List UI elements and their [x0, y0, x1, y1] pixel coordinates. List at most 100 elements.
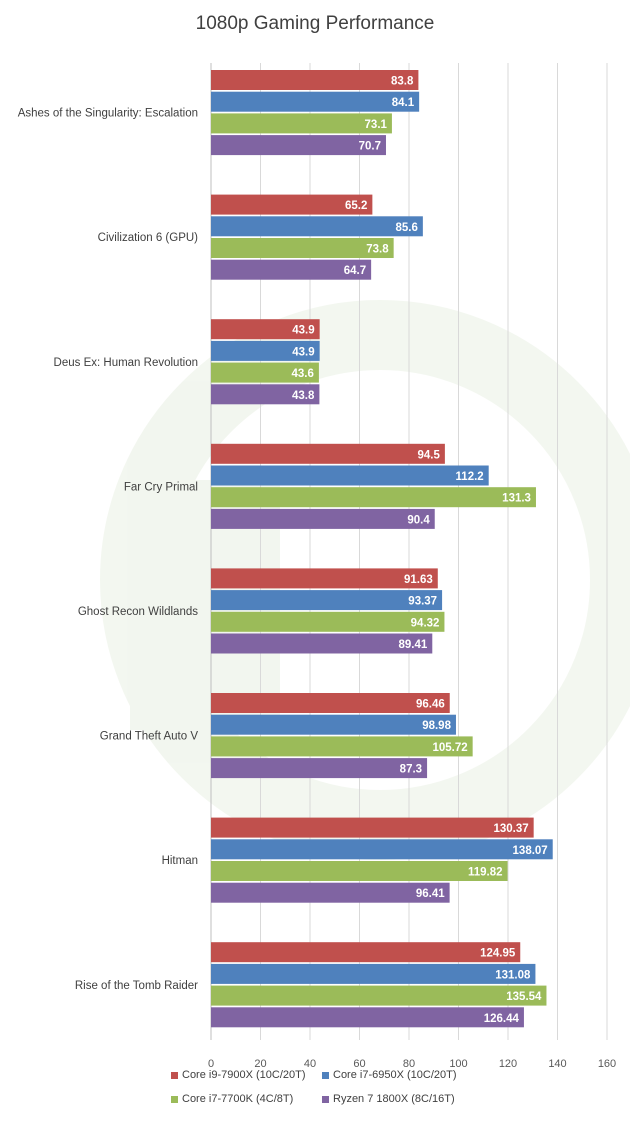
bar — [211, 216, 423, 237]
data-label: 96.46 — [416, 699, 445, 711]
chart-title: 1080p Gaming Performance — [196, 13, 435, 34]
data-label: 89.41 — [399, 639, 428, 651]
legend-label: Core i9-7900X (10C/20T) — [182, 1069, 306, 1081]
bar — [211, 758, 428, 779]
legend-swatch — [322, 1095, 329, 1103]
x-tick-label: 40 — [304, 1058, 316, 1070]
data-label: 124.95 — [480, 948, 516, 960]
bar — [211, 817, 534, 838]
bar — [211, 135, 386, 156]
category-label: Hitman — [162, 855, 198, 867]
bar — [211, 942, 521, 963]
category-label: Ashes of the Singularity: Escalation — [18, 108, 198, 120]
data-label: 64.7 — [344, 265, 366, 277]
data-label: 65.2 — [345, 200, 367, 212]
bar — [211, 70, 419, 90]
data-label: 126.44 — [484, 1013, 520, 1025]
data-label: 83.8 — [391, 76, 414, 88]
x-tick-label: 120 — [499, 1058, 517, 1070]
bar — [211, 693, 450, 713]
bar — [211, 633, 433, 654]
legend-label: Core i7-7700K (4C/8T) — [182, 1093, 294, 1105]
category-label: Deus Ex: Human Revolution — [54, 357, 198, 369]
bar — [211, 91, 420, 112]
data-label: 112.2 — [456, 471, 484, 483]
data-label: 94.32 — [411, 617, 440, 629]
bar — [211, 238, 394, 258]
category-label: Rise of the Tomb Raider — [75, 980, 198, 992]
bar — [211, 362, 319, 383]
data-label: 98.98 — [422, 720, 451, 732]
bar — [211, 590, 443, 611]
data-label: 84.1 — [392, 97, 415, 109]
bar — [211, 259, 372, 280]
data-label: 87.3 — [400, 764, 422, 776]
bar — [211, 736, 473, 757]
bar — [211, 194, 373, 215]
data-label: 96.41 — [416, 888, 445, 900]
bar — [211, 319, 320, 340]
bar — [211, 611, 445, 632]
x-tick-label: 0 — [208, 1058, 214, 1070]
data-label: 70.7 — [359, 141, 381, 153]
bar — [211, 963, 536, 984]
data-label: 90.4 — [407, 514, 430, 526]
category-label: Civilization 6 (GPU) — [98, 232, 198, 244]
category-labels: Ashes of the Singularity: Escalation Civi… — [18, 108, 199, 992]
category-label: Ghost Recon Wildlands — [78, 606, 198, 618]
data-label: 93.37 — [408, 596, 437, 608]
data-label: 130.37 — [493, 823, 528, 835]
bar — [211, 861, 508, 881]
legend-item-i9: Core i9-7900X (10C/20T) — [171, 1067, 306, 1083]
x-tick-label: 20 — [254, 1058, 266, 1070]
legend-item-7700k: Core i7-7700K (4C/8T) — [171, 1091, 293, 1107]
legend-item-1800x: Ryzen 7 1800X (8C/16T) — [322, 1091, 455, 1107]
data-label: 73.8 — [366, 244, 389, 256]
bar — [211, 113, 392, 134]
category-label: Grand Theft Auto V — [100, 731, 199, 743]
bar — [211, 384, 320, 405]
x-tick-label: 100 — [449, 1058, 467, 1070]
bar — [211, 985, 547, 1006]
bar — [211, 839, 553, 860]
legend-item-6950x: Core i7-6950X (10C/20T) — [322, 1067, 457, 1083]
data-label: 119.82 — [468, 867, 503, 879]
bar — [211, 508, 435, 529]
data-label: 105.72 — [432, 742, 467, 754]
data-label: 43.8 — [292, 390, 315, 402]
bar — [211, 340, 320, 361]
bar — [211, 487, 536, 508]
legend-swatch — [171, 1071, 178, 1079]
bar — [211, 568, 438, 589]
category-label: Far Cry Primal — [124, 481, 198, 493]
data-label: 138.07 — [513, 845, 548, 857]
x-tick-label: 140 — [548, 1058, 566, 1070]
x-tick-labels: 0 20 40 60 80 100 120 140 160 — [208, 1058, 616, 1070]
data-label: 73.1 — [365, 119, 388, 131]
data-label: 131.08 — [495, 969, 531, 981]
legend-label: Core i7-6950X (10C/20T) — [333, 1069, 457, 1081]
legend-swatch — [171, 1095, 178, 1103]
data-labels: 83.8 84.1 73.1 70.7 65.2 85.6 73.864.7 43.9 43.9… — [292, 76, 548, 1025]
bar — [211, 465, 489, 486]
data-label: 135.54 — [506, 991, 542, 1003]
x-tick-label: 80 — [403, 1058, 415, 1070]
bar — [211, 443, 445, 464]
legend-swatch — [322, 1071, 329, 1079]
bar — [211, 714, 456, 735]
data-label: 94.5 — [417, 449, 440, 461]
data-label: 43.9 — [292, 346, 314, 358]
data-label: 131.3 — [502, 493, 531, 505]
legend-label: Ryzen 7 1800X (8C/16T) — [333, 1093, 455, 1105]
bar — [211, 882, 450, 903]
data-label: 43.6 — [292, 368, 314, 380]
data-label: 43.9 — [292, 325, 314, 337]
x-tick-label: 60 — [353, 1058, 365, 1070]
data-label: 91.63 — [404, 574, 433, 586]
x-tick-label: 160 — [598, 1058, 616, 1070]
bars — [211, 70, 553, 1028]
bar — [211, 1007, 524, 1028]
data-label: 85.6 — [395, 222, 417, 234]
